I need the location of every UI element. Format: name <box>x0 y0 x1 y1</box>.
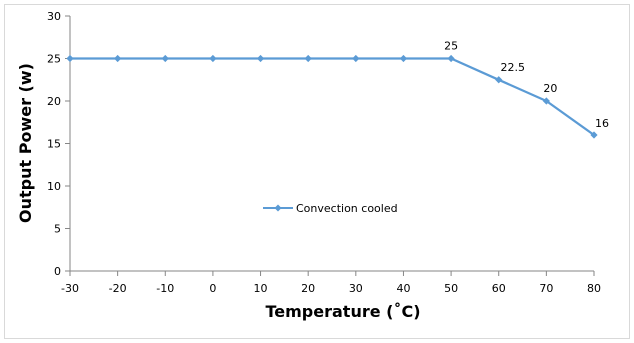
x-tick-label: 50 <box>444 282 458 295</box>
y-tick-label: 10 <box>47 180 61 193</box>
data-label: 25 <box>444 40 458 53</box>
chart-border <box>4 4 630 339</box>
y-tick-label: 25 <box>47 53 61 66</box>
y-tick-label: 15 <box>47 138 61 151</box>
x-tick-label: 60 <box>492 282 506 295</box>
x-tick-label: -20 <box>109 282 127 295</box>
data-point-marker <box>352 54 360 63</box>
data-point-marker <box>161 54 169 63</box>
data-point-marker <box>304 54 312 63</box>
x-axis-ticks: -30 -20 -10 0 10 20 30 40 50 60 70 80 <box>61 271 601 295</box>
x-tick-label: 0 <box>209 282 216 295</box>
y-tick-label: 20 <box>47 95 61 108</box>
data-point-marker <box>447 54 455 63</box>
y-axis-ticks: 0 5 10 15 20 25 30 <box>47 10 70 278</box>
data-label: 22.5 <box>500 61 525 74</box>
x-tick-label: 80 <box>587 282 601 295</box>
x-tick-label: -30 <box>61 282 79 295</box>
x-axis-title: Temperature (˚C) <box>265 302 420 321</box>
y-axis-title: Output Power (w) <box>16 63 35 223</box>
x-tick-label: 20 <box>301 282 315 295</box>
data-label: 20 <box>543 82 557 95</box>
series-line <box>70 57 595 136</box>
data-point-marker <box>590 131 598 139</box>
data-point-marker <box>114 54 122 63</box>
y-tick-label: 30 <box>47 10 61 23</box>
series-layer <box>66 54 598 139</box>
x-tick-label: -10 <box>156 282 174 295</box>
legend-label: Convection cooled <box>296 202 398 215</box>
data-label: 16 <box>595 117 609 130</box>
x-tick-label: 40 <box>396 282 410 295</box>
data-point-marker <box>66 54 74 63</box>
data-point-marker <box>495 76 503 84</box>
data-labels: 25 22.5 20 16 <box>444 40 609 131</box>
data-point-marker <box>542 97 550 105</box>
legend-marker <box>274 204 282 212</box>
data-point-marker <box>256 54 265 63</box>
y-tick-label: 5 <box>54 223 61 236</box>
x-tick-label: 70 <box>539 282 553 295</box>
x-tick-label: 30 <box>349 282 363 295</box>
data-point-marker <box>209 54 217 63</box>
data-point-marker <box>399 54 408 63</box>
x-tick-label: 10 <box>254 282 268 295</box>
legend: Convection cooled <box>263 202 398 215</box>
y-tick-label: 0 <box>54 265 61 278</box>
